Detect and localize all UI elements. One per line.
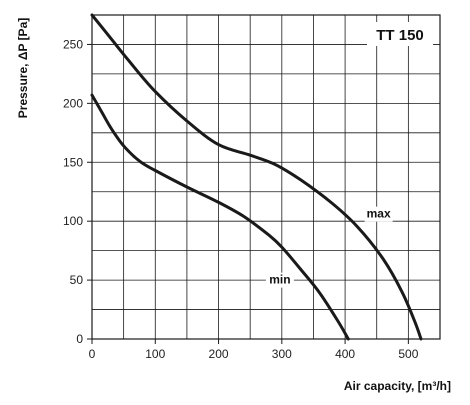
series-label-min: min — [269, 273, 290, 287]
x-tick-label: 400 — [335, 347, 355, 361]
chart-title-box — [367, 22, 433, 46]
y-tick-label: 100 — [63, 214, 83, 228]
series-group — [90, 13, 423, 341]
series-line-max — [90, 13, 423, 341]
series-labels: max min — [265, 206, 393, 288]
y-tick-label: 150 — [63, 155, 83, 169]
y-tick-label: 250 — [63, 37, 83, 51]
series-label-background — [265, 272, 294, 288]
x-tick-label: 200 — [209, 347, 229, 361]
x-tick-label: 500 — [398, 347, 418, 361]
plot-frame — [91, 14, 441, 340]
y-tick-label: 0 — [76, 332, 83, 346]
x-axis-title: Air capacity, [m³/h] — [344, 379, 451, 393]
y-axis-title: Pressure, ΔP [Pa] — [16, 18, 30, 118]
y-axis-ticks: 0 50 100 150 200 250 — [63, 37, 92, 346]
chart-title: TT 150 — [376, 27, 424, 44]
x-tick-label: 300 — [272, 347, 292, 361]
grid-lines — [92, 15, 440, 339]
y-tick-label: 200 — [63, 96, 83, 110]
series-line-min — [90, 93, 350, 341]
x-tick-label: 0 — [89, 347, 96, 361]
series-label-background — [364, 206, 393, 222]
x-tick-label: 100 — [145, 347, 165, 361]
x-axis-ticks: 0 100 200 300 400 500 — [89, 339, 419, 361]
series-label-max: max — [367, 207, 391, 221]
y-tick-label: 50 — [70, 273, 84, 287]
